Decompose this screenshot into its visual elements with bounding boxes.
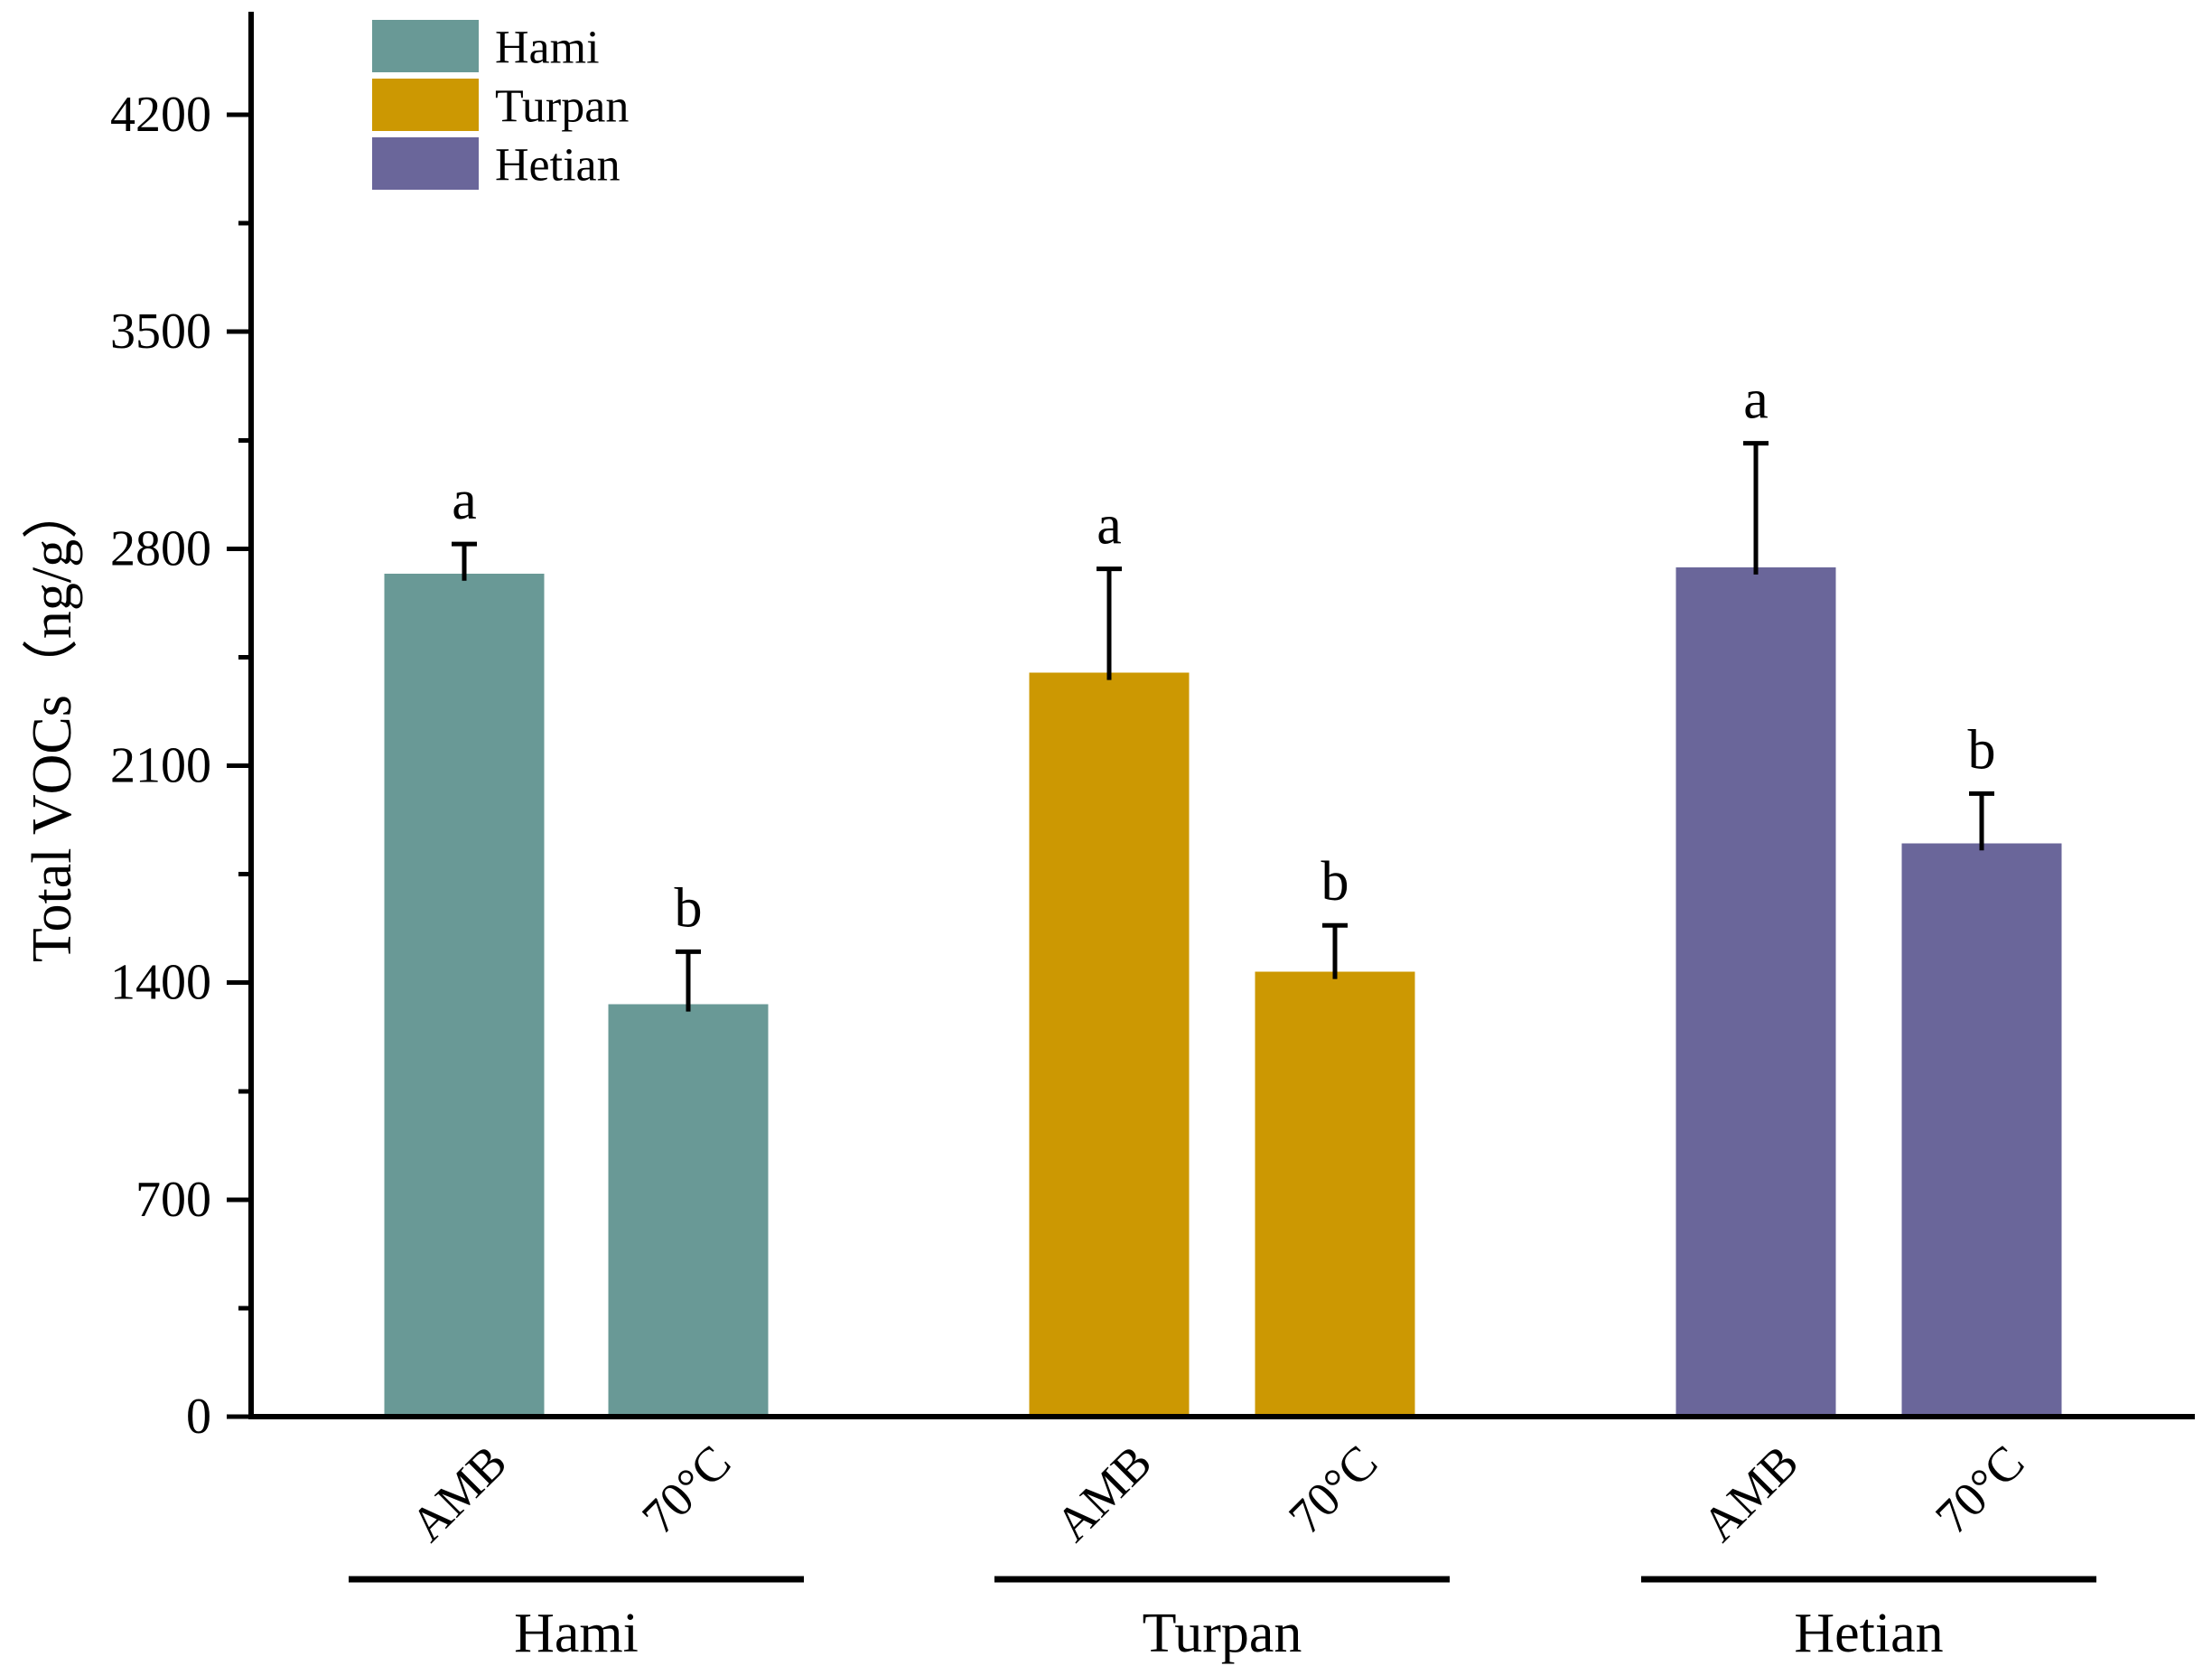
y-axis-title: Total VOCs（ng/g） [22,483,83,962]
legend-swatch [372,20,479,72]
y-tick-label: 1400 [110,955,211,1011]
x-tick-label: AMB [1045,1435,1162,1551]
significance-letter: b [675,877,703,939]
y-tick-label: 4200 [110,87,211,143]
legend-swatch [372,137,479,190]
y-tick-label: 2100 [110,738,211,794]
legend-label: Hami [495,23,600,74]
bar-hetian-70c [1901,843,2062,1418]
bar-hami-amb [384,573,545,1418]
y-tick-label: 3500 [110,304,211,360]
legend-item-turpan: Turpan [372,79,629,133]
x-tick-label: AMB [1692,1435,1808,1551]
y-tick-label: 0 [186,1389,211,1445]
axes-layer: 0 700 1400 2100 2800 3500 4200 [110,12,2195,1445]
x-tick-label: 70°C [1925,1435,2034,1544]
legend-item-hetian: Hetian [372,137,621,192]
bar-hetian-amb [1675,566,1836,1418]
x-tick-label: AMB [400,1435,517,1551]
bar-turpan-70c [1255,971,1415,1418]
y-tick-label: 2800 [110,520,211,576]
significance-letter: a [1097,495,1122,557]
legend-label: Hetian [495,140,621,192]
bars-layer [384,566,2062,1418]
bar-turpan-amb [1029,672,1190,1418]
legend-label: Turpan [495,81,629,133]
significance-letter: a [452,470,477,531]
legend-layer: Hami Turpan Hetian [372,20,629,192]
y-tick-label: 700 [135,1172,211,1228]
error-bars-layer [452,441,1994,1012]
x-tick-label: 70°C [1278,1435,1387,1544]
group-label: Hami [514,1603,639,1664]
legend-item-hami: Hami [372,20,600,74]
x-tick-label: 70°C [631,1435,741,1544]
group-label: Hetian [1794,1603,1943,1664]
legend-swatch [372,79,479,131]
significance-letter: b [1968,719,1996,781]
bar-hami-70c [608,1004,769,1418]
group-label: Turpan [1143,1603,1302,1664]
significance-letter: a [1743,370,1769,431]
significance-letter: b [1321,851,1349,913]
